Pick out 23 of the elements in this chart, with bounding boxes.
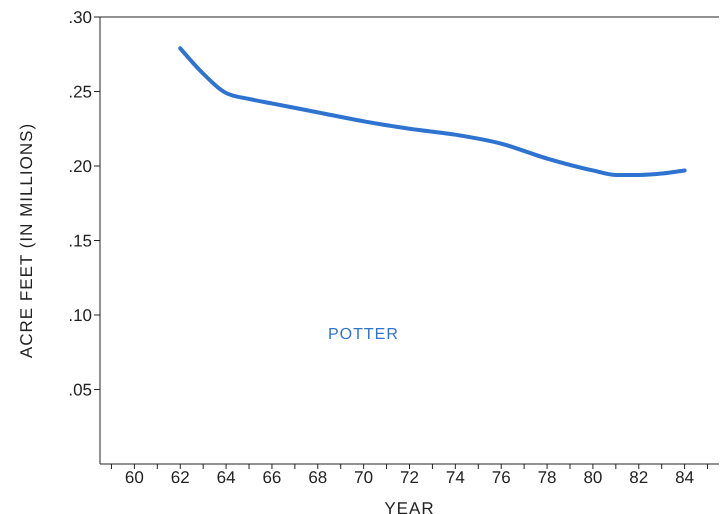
x-tick-label: 66 — [262, 468, 282, 488]
x-tick-label: 74 — [446, 468, 465, 488]
x-tick-label: 78 — [538, 468, 557, 488]
text: POTTER — [328, 326, 399, 344]
y-tick-label: .20 — [68, 157, 92, 176]
x-tick-label: 76 — [492, 468, 511, 488]
x-tick-label: 62 — [170, 468, 190, 488]
y-tick-label: .05 — [68, 380, 92, 400]
x-tick-label: 60 — [124, 468, 144, 488]
x-axis-title: YEAR — [384, 499, 435, 514]
x-tick-label: 80 — [583, 468, 602, 488]
x-tick-label: 82 — [629, 468, 648, 488]
y-tick-label: .15 — [68, 232, 92, 251]
y-axis-title: ACRE FEET (IN MILLIONS) — [17, 122, 36, 358]
y-tick-label: .30 — [68, 8, 92, 28]
x-tick-label: 84 — [675, 468, 694, 488]
x-tick-label: 72 — [400, 468, 419, 488]
x-tick-label: 68 — [308, 468, 328, 488]
x-tick-label: 70 — [354, 468, 374, 488]
line-series — [178, 46, 687, 177]
y-tick-label: .25 — [68, 82, 92, 102]
x-tick-label: 64 — [216, 468, 236, 488]
y-tick-label: .10 — [68, 306, 92, 326]
